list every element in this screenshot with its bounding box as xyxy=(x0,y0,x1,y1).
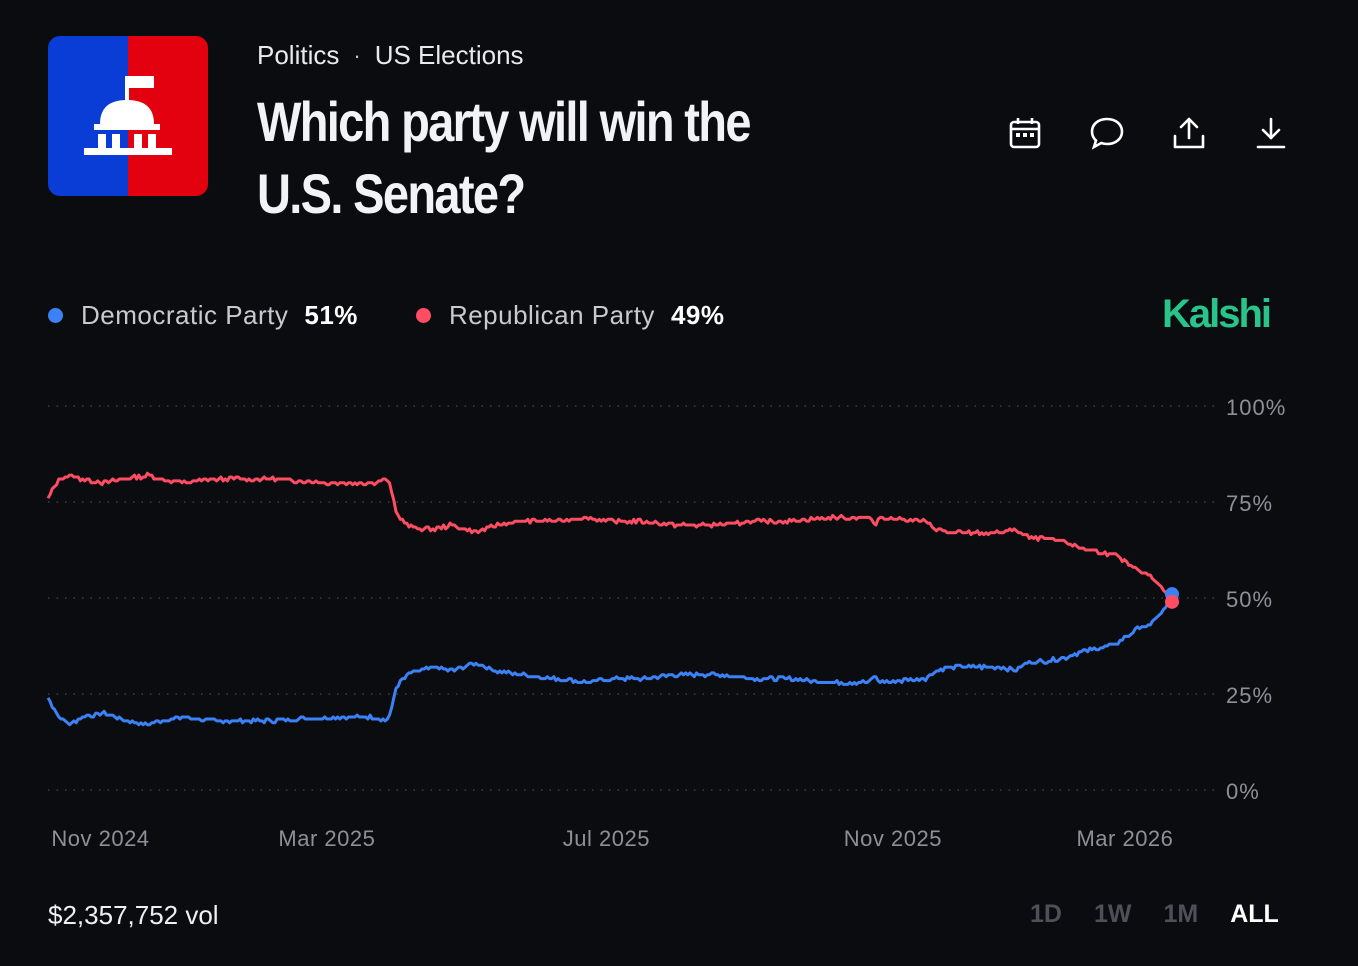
price-chart[interactable]: 100% 75% 50% 25% 0% Nov 2024 Mar 2025 Jul 2025 N… xyxy=(0,380,1358,860)
download-button[interactable] xyxy=(1248,110,1294,156)
share-button[interactable] xyxy=(1166,110,1212,156)
share-icon xyxy=(1173,117,1205,149)
range-1m[interactable]: 1M xyxy=(1163,900,1199,928)
volume-label: $2,357,752 vol xyxy=(48,900,219,930)
x-tick-label: Nov 2024 xyxy=(51,826,149,851)
legend-republican-dot xyxy=(415,308,431,323)
y-tick-label: 75% xyxy=(1226,491,1273,516)
page-title: Which party will win the U.S. Senate? xyxy=(257,90,752,225)
series-line-democratic xyxy=(46,593,1174,727)
legend-republican-label: Republican Party xyxy=(448,300,655,330)
comment-button[interactable] xyxy=(1084,110,1130,156)
calendar-button[interactable] xyxy=(1002,110,1048,156)
y-tick-label: 0% xyxy=(1226,779,1260,804)
range-1w[interactable]: 1W xyxy=(1093,900,1132,928)
series-line-republican xyxy=(46,471,1174,603)
kalshi-logo: Kalshi xyxy=(1162,292,1272,336)
breadcrumb-subcategory[interactable]: US Elections xyxy=(374,40,524,70)
y-tick-label: 100% xyxy=(1226,395,1286,420)
breadcrumb: Politics · US Elections xyxy=(257,40,524,71)
legend-democratic-value: 51% xyxy=(304,300,358,330)
chart-legend: Democratic Party 51% Republican Party 49… xyxy=(48,300,782,331)
range-all[interactable]: ALL xyxy=(1230,900,1279,928)
y-tick-label: 50% xyxy=(1226,587,1273,612)
market-logo xyxy=(48,36,208,196)
comment-icon xyxy=(1090,117,1124,150)
action-toolbar xyxy=(1002,110,1294,156)
time-range-selector: 1D 1W 1M ALL xyxy=(1030,900,1279,929)
legend-republican[interactable]: Republican Party 49% xyxy=(415,300,725,331)
y-tick-label: 25% xyxy=(1226,683,1273,708)
legend-republican-value: 49% xyxy=(670,300,725,330)
legend-democratic-dot xyxy=(48,308,63,323)
breadcrumb-separator: · xyxy=(353,42,361,68)
capitol-icon xyxy=(84,76,172,155)
range-1d[interactable]: 1D xyxy=(1030,900,1062,928)
x-tick-label: Jul 2025 xyxy=(563,826,650,851)
legend-democratic[interactable]: Democratic Party 51% xyxy=(48,300,358,331)
breadcrumb-category[interactable]: Politics xyxy=(257,40,340,70)
download-icon xyxy=(1256,117,1286,149)
x-tick-label: Nov 2025 xyxy=(844,826,942,851)
x-tick-label: Mar 2025 xyxy=(278,826,375,851)
endpoint-marker-republican xyxy=(1165,594,1179,609)
x-tick-label: Mar 2026 xyxy=(1076,826,1173,851)
calendar-icon xyxy=(1009,118,1041,149)
legend-democratic-label: Democratic Party xyxy=(81,300,289,330)
